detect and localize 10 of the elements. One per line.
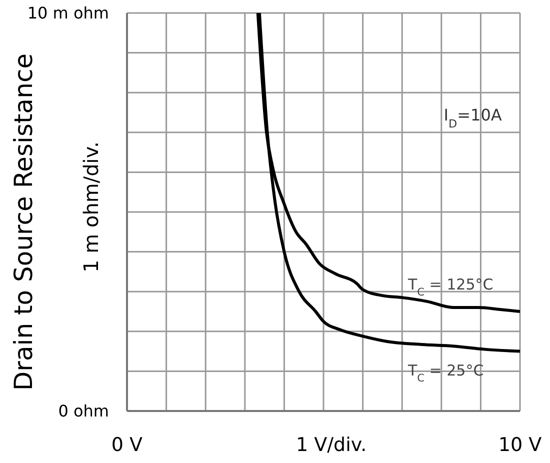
text: 1 m ohm/div. bbox=[79, 142, 103, 272]
series-label: T$_{C}$ = 25°C bbox=[407, 361, 484, 384]
x-axis-title: 1 V/div. bbox=[296, 434, 367, 456]
x-tick-label: 10 V bbox=[498, 434, 542, 456]
annotation: I$_{D}$=10A bbox=[444, 105, 502, 130]
y-tick-label: 0 ohm bbox=[58, 402, 109, 421]
y-axis-title: Drain to Source Resistance bbox=[9, 53, 38, 391]
series-label: T$_{C}$ = 125°C bbox=[407, 276, 494, 298]
y-tick-label: 10 m ohm bbox=[27, 4, 109, 23]
x-tick-label: 0 V bbox=[111, 434, 143, 456]
